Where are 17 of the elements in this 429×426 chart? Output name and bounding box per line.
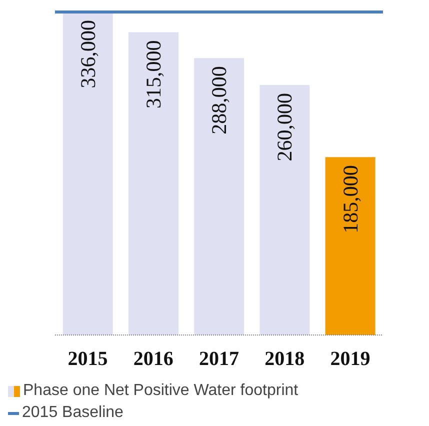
x-tick-label: 2019 xyxy=(330,348,370,370)
bar xyxy=(260,85,310,335)
bar xyxy=(62,12,113,335)
bar xyxy=(325,157,376,335)
legend-label: 2015 Baseline xyxy=(22,404,124,422)
bar xyxy=(194,58,244,335)
data-label: 185,000 xyxy=(338,165,362,234)
legend-label: Phase one Net Positive Water footprint xyxy=(23,382,298,400)
x-tick-label: 2015 xyxy=(68,348,108,370)
x-tick-label: 2016 xyxy=(133,348,174,370)
data-label: 288,000 xyxy=(207,66,232,134)
x-tick-label: 2017 xyxy=(199,348,239,370)
data-label: 260,000 xyxy=(272,93,297,162)
data-label: 315,000 xyxy=(141,40,166,108)
bar xyxy=(128,32,178,335)
x-tick-label: 2018 xyxy=(264,348,305,370)
data-label: 336,000 xyxy=(76,20,100,88)
